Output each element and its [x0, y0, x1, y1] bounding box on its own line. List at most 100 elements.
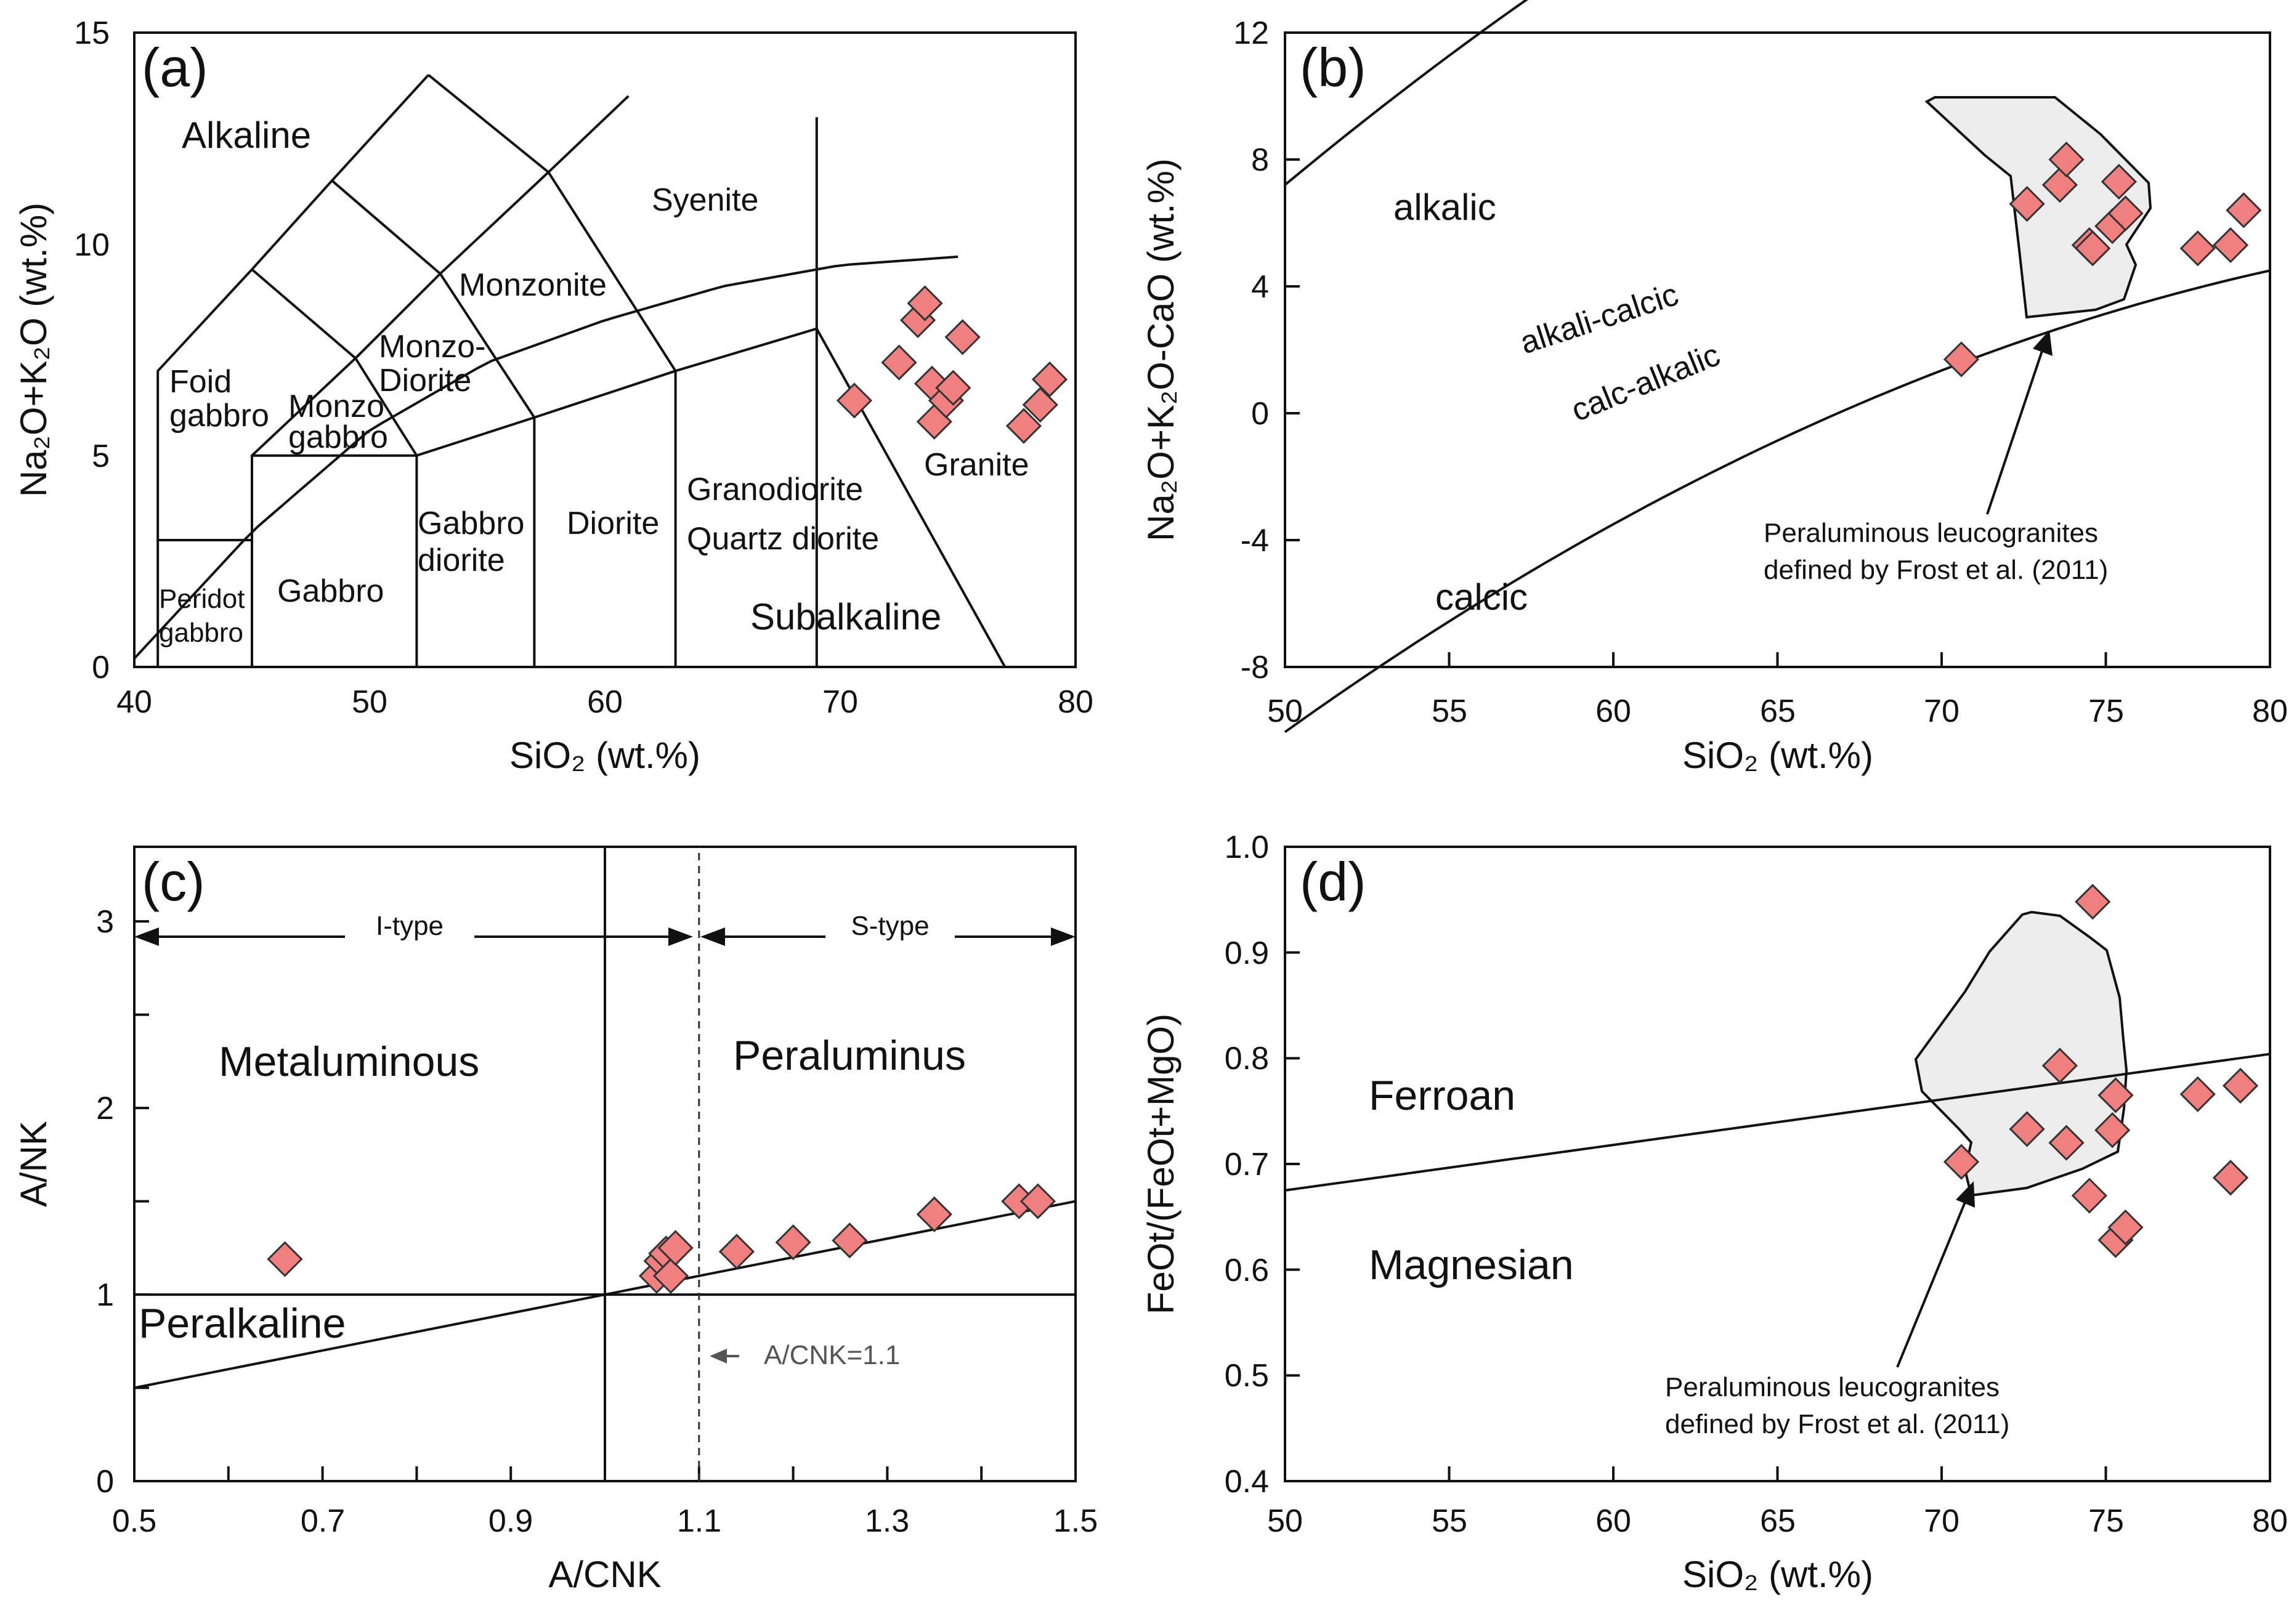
b-xtick-label: 65 — [1760, 693, 1796, 729]
c-arrow-head — [668, 927, 693, 946]
a-field-label: Monzo — [288, 389, 384, 424]
data-point — [944, 319, 981, 355]
b-annotation-line: defined by Frost et al. (2011) — [1764, 555, 2108, 585]
d-annotation-arrow — [1896, 1202, 1966, 1368]
d-ytick-label: 0.7 — [1225, 1147, 1269, 1182]
c-x-axis-title: A/CNK — [548, 1554, 661, 1595]
d-ytick-label: 1.0 — [1225, 830, 1269, 865]
data-point — [1943, 1144, 1980, 1180]
data-point — [2097, 1077, 2134, 1113]
c-y-axis-title: A/NK — [13, 1121, 54, 1207]
panel-c-label: (c) — [142, 851, 205, 912]
data-point — [2226, 192, 2262, 228]
c-field-label: I-type — [376, 911, 444, 941]
data-point — [881, 344, 917, 381]
a-field-label: Monzonite — [459, 267, 607, 303]
data-point — [2071, 1178, 2107, 1214]
c-threshold-pointer-head — [710, 1349, 727, 1363]
a-ytick-label: 10 — [74, 227, 110, 263]
panel-a: (a) 40 50 60 70 80 0 5 10 15 SiO₂ (wt.%)… — [13, 15, 1093, 776]
data-point — [1022, 387, 1058, 423]
a-field-label: gabbro — [159, 618, 243, 648]
b-ytick-label: 12 — [1233, 15, 1269, 51]
a-field-label: Granodiorite — [687, 472, 863, 507]
data-point — [2107, 1209, 2144, 1246]
b-y-axis-title: Na₂O+K₂O-CaO (wt.%) — [1140, 158, 1181, 541]
d-xtick-label: 75 — [2088, 1503, 2124, 1539]
d-xtick-label: 60 — [1595, 1503, 1631, 1539]
a-field-label: Diorite — [567, 506, 659, 541]
data-point — [657, 1230, 694, 1266]
c-arrow-head — [1051, 927, 1076, 946]
data-point — [2212, 1160, 2249, 1196]
a-xtick-label: 60 — [587, 684, 623, 720]
b-arrow-head — [2033, 330, 2053, 356]
b-ytick-label: 4 — [1251, 269, 1269, 305]
a-xtick-label: 80 — [1058, 684, 1093, 720]
c-arrow-head — [134, 927, 159, 946]
c-label-mask — [825, 915, 955, 958]
data-point — [1031, 361, 1068, 398]
c-ytick-label: 1 — [96, 1277, 114, 1313]
data-point — [2009, 185, 2045, 222]
panel-b-data-points — [1943, 141, 2262, 378]
b-ytick-label: -8 — [1241, 650, 1269, 685]
b-ytick-label: 8 — [1251, 142, 1269, 178]
c-xtick-label: 0.9 — [488, 1503, 533, 1539]
a-xtick-label: 40 — [116, 684, 152, 720]
b-xtick-label: 60 — [1595, 693, 1631, 729]
d-ytick-label: 0.8 — [1225, 1041, 1269, 1077]
data-point — [1005, 408, 1042, 444]
b-field-label: calcic — [1435, 576, 1528, 618]
c-xtick-label: 1.1 — [677, 1503, 721, 1539]
b-xtick-label: 55 — [1432, 693, 1467, 729]
b-field-label: calc-alkalic — [1566, 337, 1725, 429]
panel-b-ticks — [1284, 31, 2271, 668]
alkaline-subalkaline-boundary — [133, 255, 959, 660]
data-point — [2212, 227, 2249, 264]
b-annotation-line: Peraluminous leucogranites — [1764, 518, 2098, 548]
a-field-label: Quartz diorite — [687, 521, 879, 557]
a-y-axis-title: Na₂O+K₂O (wt.%) — [13, 203, 54, 497]
a-x-axis-title: SiO₂ (wt.%) — [509, 735, 700, 776]
b-x-axis-title: SiO₂ (wt.%) — [1682, 735, 1873, 776]
c-xtick-label: 1.5 — [1053, 1503, 1098, 1539]
d-ytick-label: 0.6 — [1225, 1253, 1269, 1288]
data-point — [652, 1258, 689, 1294]
tas-boundary — [331, 179, 536, 418]
a-ytick-label: 15 — [74, 15, 110, 51]
panel-c-data-points — [267, 1183, 1056, 1294]
alkali-calcic-boundary — [1284, 0, 1528, 186]
a-field-label: Gabbro — [277, 573, 384, 609]
a-field-label: Granite — [924, 447, 1029, 483]
c-arrow-head — [700, 927, 725, 946]
tas-boundary — [251, 454, 418, 667]
a-field-label: Diorite — [379, 363, 471, 398]
a-field-label: Monzo- — [379, 329, 485, 365]
data-point — [836, 382, 873, 419]
data-point — [832, 1222, 868, 1259]
panel-d-ticks — [1284, 846, 2271, 1482]
d-xtick-label: 50 — [1267, 1503, 1303, 1539]
d-field-label: Ferroan — [1369, 1072, 1515, 1119]
data-point — [2048, 1125, 2085, 1161]
panel-c: (c) 0.5 0.7 0.9 1.1 1.3 1.5 0 1 2 3 A/CN… — [13, 846, 1098, 1595]
panel-b: (b) 50 55 60 65 70 75 80 -8 -4 0 4 8 12 … — [1140, 0, 2288, 776]
panel-d-boundary — [1284, 1052, 2271, 1192]
data-point — [267, 1241, 303, 1277]
data-point — [907, 285, 943, 321]
panel-c-boundaries — [134, 847, 1076, 1481]
data-point — [2041, 167, 2078, 203]
a-field-label: gabbro — [288, 419, 388, 455]
a-field-label: diorite — [418, 543, 505, 578]
d-xtick-label: 55 — [1432, 1503, 1467, 1539]
panel-d: (d) 50 55 60 65 70 75 80 0.4 0.5 0.6 0.7… — [1140, 830, 2288, 1595]
data-point — [775, 1224, 811, 1261]
b-xtick-label: 75 — [2088, 693, 2124, 729]
d-annotation-line: defined by Frost et al. (2011) — [1665, 1409, 2009, 1439]
c-field-label: Metaluminous — [219, 1038, 479, 1085]
d-x-axis-title: SiO₂ (wt.%) — [1682, 1554, 1873, 1595]
c-threshold-label: A/CNK=1.1 — [764, 1340, 900, 1370]
d-arrow-head — [1956, 1181, 1975, 1208]
